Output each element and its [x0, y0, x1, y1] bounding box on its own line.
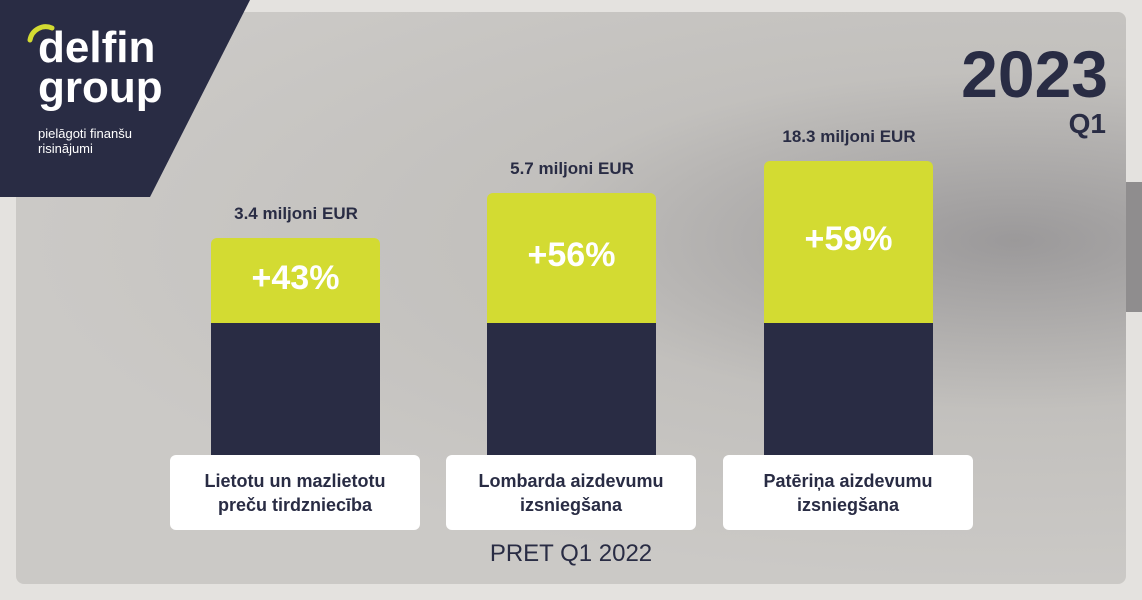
label-box: Lombarda aizdevumu izsniegšana [446, 455, 696, 530]
label-line: izsniegšana [796, 494, 900, 515]
amount: 3.4 miljoni EUR [234, 204, 358, 223]
bar-base [487, 323, 656, 463]
label-box: Lietotu un mazlietotu preču tirdzniecība [170, 455, 420, 530]
growth: +59% [804, 220, 893, 258]
footer: PRET Q1 2022 [489, 540, 653, 567]
growth: +56% [527, 236, 616, 274]
amount: 5.7 miljoni EUR [510, 159, 634, 178]
edge-shade [1126, 182, 1142, 312]
label-line: Patēriņa aizdevumu [763, 470, 933, 491]
bar-highlight [487, 193, 656, 323]
label-line: Lombarda aizdevumu [478, 470, 664, 491]
logo-line: delfin [38, 23, 156, 72]
tagline-line: pielāgoti finanšu [38, 126, 132, 141]
tagline-line: risinājumi [38, 141, 93, 156]
amount: 18.3 miljoni EUR [782, 127, 916, 146]
label-line: preču tirdzniecība [217, 494, 373, 515]
bar-highlight [764, 161, 933, 323]
bar-base [211, 323, 380, 463]
logo-block [0, 0, 250, 197]
bar-highlight [211, 238, 380, 323]
year: 2023 [961, 37, 1108, 111]
quarter: Q1 [1068, 108, 1106, 139]
label-box: Patēriņa aizdevumu izsniegšana [723, 455, 973, 530]
logo-line: group [38, 63, 163, 112]
label-line: Lietotu un mazlietotu [204, 470, 386, 491]
bar-base [764, 323, 933, 463]
logo-name: delfin group [38, 23, 163, 112]
growth: +43% [251, 258, 340, 297]
logo-tagline: pielāgoti finanšu risinājumi [38, 126, 132, 156]
label-line: izsniegšana [519, 494, 623, 515]
